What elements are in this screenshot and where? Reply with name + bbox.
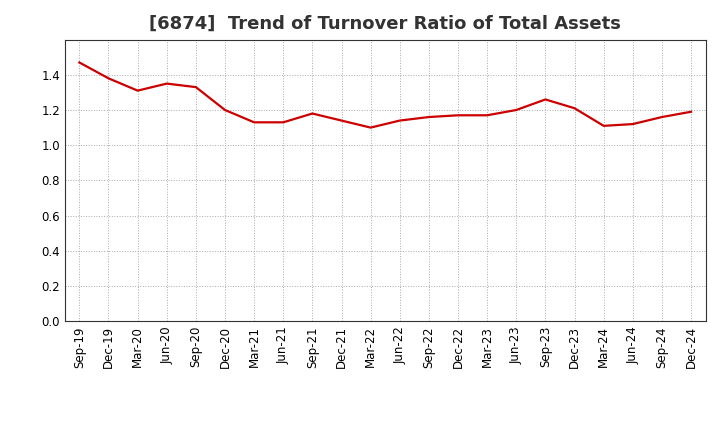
Title: [6874]  Trend of Turnover Ratio of Total Assets: [6874] Trend of Turnover Ratio of Total …	[149, 15, 621, 33]
